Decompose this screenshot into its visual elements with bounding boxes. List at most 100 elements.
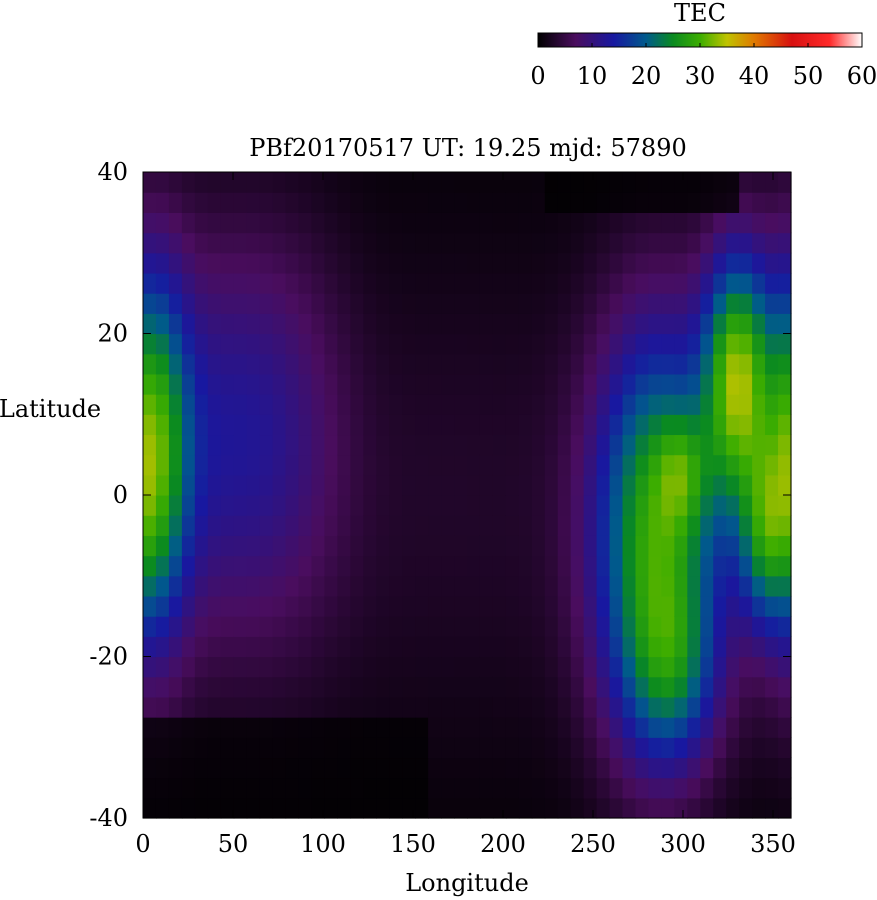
heatmap-cell bbox=[713, 636, 727, 658]
heatmap-cell bbox=[389, 636, 403, 658]
heatmap-cell bbox=[415, 737, 429, 759]
heatmap-cell bbox=[739, 797, 753, 819]
heatmap-cell bbox=[583, 656, 598, 678]
heatmap-cell bbox=[155, 515, 170, 536]
heatmap-cell bbox=[220, 394, 235, 415]
heatmap-cell bbox=[609, 636, 624, 658]
heatmap-cell bbox=[635, 232, 650, 254]
heatmap-cell bbox=[402, 757, 416, 779]
heatmap-cell bbox=[324, 696, 338, 718]
heatmap-cell bbox=[713, 777, 727, 799]
heatmap-cell bbox=[726, 474, 740, 496]
heatmap-cell bbox=[441, 595, 455, 617]
heatmap-cell bbox=[324, 212, 338, 234]
heatmap-cell bbox=[518, 313, 533, 335]
heatmap-cell bbox=[181, 212, 196, 234]
heatmap-cell bbox=[467, 353, 481, 375]
heatmap-cell bbox=[272, 495, 287, 516]
heatmap-cell bbox=[428, 333, 442, 355]
heatmap-cell bbox=[155, 474, 170, 496]
heatmap-cell bbox=[700, 515, 714, 536]
heatmap-cell bbox=[181, 414, 196, 436]
heatmap-cell bbox=[350, 252, 364, 274]
heatmap-cell bbox=[635, 293, 650, 314]
heatmap-cell bbox=[155, 676, 170, 698]
heatmap-cell bbox=[363, 373, 377, 395]
heatmap-cell bbox=[415, 696, 429, 718]
heatmap-cell bbox=[726, 414, 740, 436]
heatmap-cell bbox=[739, 232, 753, 254]
heatmap-cell bbox=[518, 535, 533, 557]
heatmap-cell bbox=[441, 172, 455, 193]
heatmap-cell bbox=[609, 252, 624, 274]
heatmap-cell bbox=[402, 515, 416, 536]
heatmap-cell bbox=[233, 636, 248, 658]
heatmap-cell bbox=[220, 414, 235, 436]
heatmap-cell bbox=[492, 394, 507, 415]
heatmap-cell bbox=[674, 656, 688, 678]
heatmap-cell bbox=[674, 555, 688, 577]
heatmap-cell bbox=[726, 636, 740, 658]
heatmap-cell bbox=[596, 333, 611, 355]
heatmap-cell bbox=[635, 414, 650, 436]
heatmap-cell bbox=[609, 454, 624, 476]
heatmap-cell bbox=[739, 272, 753, 294]
heatmap-cell bbox=[181, 777, 196, 799]
heatmap-cell bbox=[557, 616, 572, 637]
heatmap-cell bbox=[415, 333, 429, 355]
heatmap-cell bbox=[648, 515, 662, 536]
heatmap-cell bbox=[492, 696, 507, 718]
heatmap-cell bbox=[622, 777, 637, 799]
heatmap-cell bbox=[609, 434, 624, 456]
heatmap-cell bbox=[570, 575, 585, 597]
heatmap-cell bbox=[518, 595, 533, 617]
heatmap-cell bbox=[518, 454, 533, 476]
heatmap-cell bbox=[778, 757, 792, 779]
heatmap-cell bbox=[700, 434, 714, 456]
heatmap-cell bbox=[570, 353, 585, 375]
heatmap-cell bbox=[544, 595, 559, 617]
heatmap-cell bbox=[363, 757, 377, 779]
heatmap-cell bbox=[194, 757, 209, 779]
heatmap-cell bbox=[155, 293, 170, 314]
heatmap-cell bbox=[583, 454, 598, 476]
x-tick-label: 50 bbox=[218, 830, 249, 858]
heatmap-cell bbox=[363, 616, 377, 637]
heatmap-cell bbox=[583, 434, 598, 456]
heatmap-cell bbox=[298, 797, 313, 819]
heatmap-cell bbox=[648, 434, 662, 456]
heatmap-cell bbox=[143, 515, 157, 536]
heatmap-cell bbox=[143, 313, 157, 335]
heatmap-cell bbox=[233, 232, 248, 254]
heatmap-cell bbox=[233, 696, 248, 718]
heatmap-cell bbox=[194, 272, 209, 294]
heatmap-cell bbox=[441, 333, 455, 355]
heatmap-cell bbox=[389, 495, 403, 516]
heatmap-cell bbox=[739, 595, 753, 617]
heatmap-cell bbox=[233, 757, 248, 779]
heatmap-cell bbox=[700, 717, 714, 738]
heatmap-cell bbox=[635, 636, 650, 658]
heatmap-cell bbox=[570, 696, 585, 718]
heatmap-cell bbox=[765, 777, 779, 799]
heatmap-cell bbox=[324, 172, 338, 193]
heatmap-cell bbox=[454, 656, 468, 678]
heatmap-cell bbox=[518, 333, 533, 355]
heatmap-cell bbox=[168, 696, 183, 718]
heatmap-cell bbox=[285, 797, 300, 819]
heatmap-cell bbox=[570, 616, 585, 637]
heatmap-cell bbox=[363, 575, 377, 597]
heatmap-cell bbox=[220, 313, 235, 335]
heatmap-cell bbox=[259, 434, 274, 456]
heatmap-cell bbox=[246, 535, 261, 557]
heatmap-cell bbox=[700, 757, 714, 779]
heatmap-cell bbox=[181, 717, 196, 738]
heatmap-cell bbox=[778, 333, 792, 355]
heatmap-cell bbox=[752, 373, 766, 395]
heatmap-cell bbox=[259, 656, 274, 678]
heatmap-cell bbox=[181, 575, 196, 597]
heatmap-cell bbox=[648, 252, 662, 274]
heatmap-cell bbox=[168, 777, 183, 799]
heatmap-cell bbox=[389, 575, 403, 597]
heatmap-cell bbox=[467, 333, 481, 355]
